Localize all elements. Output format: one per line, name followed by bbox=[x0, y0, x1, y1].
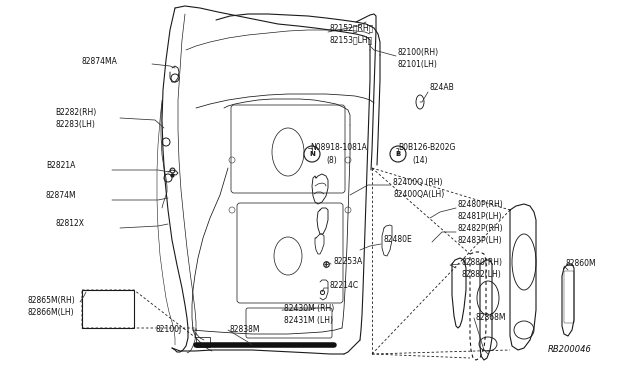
Text: 82480E: 82480E bbox=[383, 235, 412, 244]
Text: 82431M (LH): 82431M (LH) bbox=[284, 315, 333, 324]
Text: 82812X: 82812X bbox=[55, 219, 84, 228]
Text: B0B126-B202G: B0B126-B202G bbox=[398, 144, 456, 153]
Text: 82480P(RH): 82480P(RH) bbox=[458, 199, 504, 208]
Text: 82874MA: 82874MA bbox=[82, 58, 118, 67]
Text: 82483P(LH): 82483P(LH) bbox=[458, 235, 502, 244]
Text: 82865M(RH): 82865M(RH) bbox=[28, 295, 76, 305]
Text: B2821A: B2821A bbox=[46, 161, 76, 170]
Text: 82400QA(LH): 82400QA(LH) bbox=[393, 189, 444, 199]
Circle shape bbox=[390, 146, 406, 162]
Text: 82253A: 82253A bbox=[333, 257, 362, 266]
Text: 82866M(LH): 82866M(LH) bbox=[28, 308, 75, 317]
Text: 82868M: 82868M bbox=[476, 314, 506, 323]
Text: RB200046: RB200046 bbox=[548, 346, 592, 355]
Text: 824AB: 824AB bbox=[430, 83, 455, 93]
Text: N08918-1081A: N08918-1081A bbox=[310, 144, 367, 153]
Bar bbox=[196, 337, 210, 347]
Text: 82153〈LH〉: 82153〈LH〉 bbox=[330, 35, 373, 45]
Text: (14): (14) bbox=[412, 155, 428, 164]
Bar bbox=[82, 290, 134, 328]
Text: B2282(RH): B2282(RH) bbox=[55, 108, 96, 116]
Text: 82100(RH): 82100(RH) bbox=[398, 48, 439, 57]
Text: N: N bbox=[309, 151, 315, 157]
Text: 82214C: 82214C bbox=[330, 282, 359, 291]
Text: 82838M: 82838M bbox=[230, 326, 260, 334]
Text: 82283(LH): 82283(LH) bbox=[55, 119, 95, 128]
Text: 82430M (RH): 82430M (RH) bbox=[284, 304, 334, 312]
Text: 82860M: 82860M bbox=[566, 260, 596, 269]
Text: 82482P(RH): 82482P(RH) bbox=[458, 224, 504, 232]
Circle shape bbox=[304, 146, 320, 162]
Text: 82152〈RH〉: 82152〈RH〉 bbox=[330, 23, 374, 32]
Text: 82874M: 82874M bbox=[46, 192, 77, 201]
Text: 82880(RH): 82880(RH) bbox=[462, 257, 503, 266]
Text: B: B bbox=[396, 151, 401, 157]
Text: 82400Q (RH): 82400Q (RH) bbox=[393, 177, 442, 186]
Text: 82101(LH): 82101(LH) bbox=[398, 60, 438, 68]
Text: (8): (8) bbox=[326, 155, 337, 164]
Text: 82882(LH): 82882(LH) bbox=[462, 269, 502, 279]
Text: 82481P(LH): 82481P(LH) bbox=[458, 212, 502, 221]
Text: 82100J: 82100J bbox=[155, 326, 181, 334]
